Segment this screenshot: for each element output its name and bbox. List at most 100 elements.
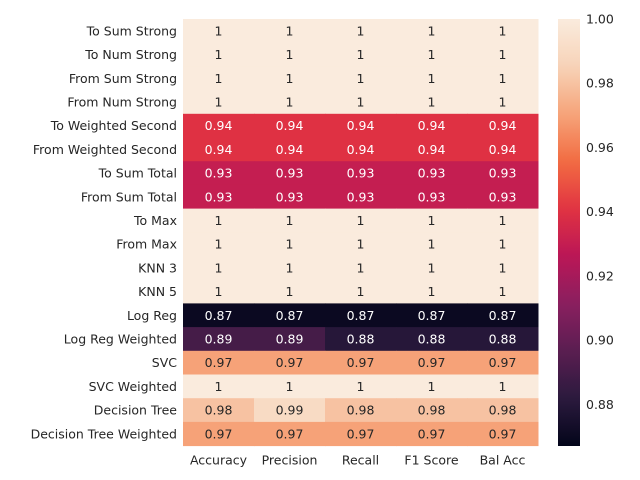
colorbar-ticks: 0.88 0.90 0.92 0.94 0.96 0.98 1.00: [586, 12, 614, 412]
cell-value-label: 1: [286, 379, 294, 394]
column-label: Precision: [262, 453, 318, 468]
row-label: Log Reg Weighted: [64, 331, 177, 346]
cell-value-label: 0.93: [418, 166, 446, 181]
heatmap-cell: [254, 208, 326, 233]
cell-value-label: 1: [286, 213, 294, 228]
heatmap-cell: [325, 256, 397, 281]
colorbar-tick-label: 0.92: [586, 268, 614, 283]
row-label: To Sum Total: [98, 166, 177, 181]
heatmap-cell: [396, 137, 468, 162]
heatmap-cell: [467, 256, 539, 281]
heatmap-cell: [325, 19, 397, 44]
heatmap-cell: [325, 398, 397, 423]
cell-value-label: 1: [215, 379, 223, 394]
heatmap-cell: [396, 208, 468, 233]
row-label: SVC: [152, 355, 177, 370]
cell-value-label: 1: [499, 71, 507, 86]
heatmap-cell: [183, 184, 255, 210]
row-label: SVC Weighted: [89, 379, 177, 394]
cell-value-label: 1: [215, 94, 223, 109]
cell-value-label: 0.94: [489, 142, 517, 157]
column-tick-labels: Accuracy Precision Recall F1 Score Bal Acc: [190, 453, 526, 468]
cell-value-label: 0.93: [205, 189, 233, 204]
colorbar-tick-label: 0.90: [586, 333, 614, 348]
heatmap-cell: [467, 327, 539, 352]
heatmap-cell: [467, 90, 539, 115]
cell-value-label: 0.87: [418, 308, 446, 323]
heatmap-cell: [183, 303, 255, 328]
heatmap-cell: [183, 42, 255, 67]
cell-value-label: 1: [499, 237, 507, 252]
heatmap-cell: [396, 113, 468, 138]
heatmap-cell: [467, 66, 539, 91]
heatmap-cell: [467, 398, 539, 423]
heatmap-cell: [254, 421, 326, 447]
cell-value-label: 0.89: [276, 331, 304, 346]
cell-value-label: 0.88: [347, 331, 375, 346]
heatmap-cell: [254, 137, 326, 162]
row-tick-labels: To Sum Strong To Num Strong From Sum Stron…: [31, 23, 178, 441]
heatmap-cell: [254, 350, 326, 375]
cell-value-label: 0.94: [418, 118, 446, 133]
row-label: KNN 3: [138, 260, 177, 275]
heatmap-cell: [396, 350, 468, 375]
cell-value-label: 1: [428, 260, 436, 275]
heatmap-cell: [183, 421, 255, 447]
cell-value-label: 0.98: [418, 403, 446, 418]
heatmap-cell: [254, 256, 326, 281]
heatmap-cell: [396, 398, 468, 423]
cell-value-label: 1: [286, 284, 294, 299]
cell-value-label: 1: [428, 47, 436, 62]
cell-value-label: 1: [215, 71, 223, 86]
cell-value-label: 0.87: [205, 308, 233, 323]
heatmap-cell: [396, 303, 468, 328]
cell-value-label: 1: [357, 47, 365, 62]
colorbar-tick-label: 0.96: [586, 140, 614, 155]
heatmap-cell: [254, 327, 326, 352]
cell-value-label: 1: [357, 23, 365, 38]
heatmap-cell: [396, 327, 468, 352]
cell-value-label: 0.97: [276, 355, 304, 370]
cell-value-label: 0.87: [489, 308, 517, 323]
heatmap-cell: [467, 42, 539, 67]
heatmap-cell: [325, 161, 397, 186]
cell-value-label: 1: [215, 284, 223, 299]
colorbar-tick-label: 0.88: [586, 397, 614, 412]
cell-value-label: 1: [428, 71, 436, 86]
cell-value-label: 1: [499, 379, 507, 394]
cell-value-label: 1: [286, 94, 294, 109]
cell-value-label: 0.94: [347, 118, 375, 133]
cell-value-label: 1: [499, 260, 507, 275]
heatmap-cell: [254, 19, 326, 44]
heatmap-cell: [325, 137, 397, 162]
cell-value-label: 1: [428, 23, 436, 38]
cell-value-label: 0.87: [347, 308, 375, 323]
cell-value-label: 1: [215, 213, 223, 228]
heatmap-cell: [254, 279, 326, 304]
cell-value-label: 0.97: [489, 355, 517, 370]
column-label: F1 Score: [404, 453, 458, 468]
cell-value-label: 0.88: [418, 331, 446, 346]
heatmap-cell: [325, 327, 397, 352]
cell-value-label: 0.97: [276, 426, 304, 441]
cell-value-label: 1: [357, 260, 365, 275]
colorbar-tick-label: 0.98: [586, 76, 614, 91]
cell-value-label: 0.89: [205, 331, 233, 346]
heatmap-cell: [396, 161, 468, 186]
heatmap-cell: [467, 113, 539, 138]
heatmap-cell: [254, 113, 326, 138]
row-label: From Sum Total: [81, 189, 177, 204]
heatmap-cell: [467, 279, 539, 304]
heatmap-cell: [396, 279, 468, 304]
cell-value-label: 0.99: [276, 403, 304, 418]
heatmap-cell: [183, 256, 255, 281]
cell-value-label: 1: [357, 379, 365, 394]
heatmap-cell: [396, 90, 468, 115]
row-label: From Max: [116, 237, 177, 252]
cell-value-label: 1: [215, 260, 223, 275]
cell-value-label: 0.97: [418, 426, 446, 441]
cell-value-label: 1: [499, 47, 507, 62]
heatmap-cell: [183, 90, 255, 115]
cell-value-label: 0.97: [418, 355, 446, 370]
cell-value-label: 0.87: [276, 308, 304, 323]
